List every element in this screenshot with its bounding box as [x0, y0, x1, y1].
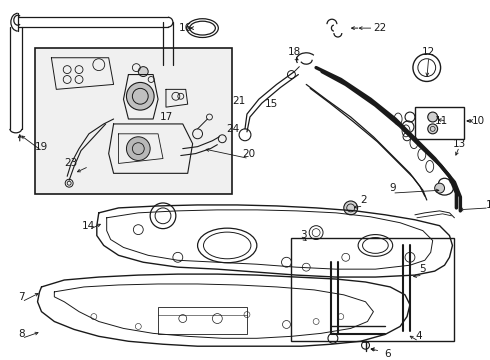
Text: 10: 10	[471, 116, 485, 126]
Text: 1: 1	[486, 200, 490, 210]
Text: 20: 20	[243, 149, 255, 158]
Circle shape	[126, 137, 150, 161]
Bar	[35, 48, 232, 194]
Text: 22: 22	[374, 23, 387, 33]
Text: 24: 24	[226, 124, 240, 134]
Circle shape	[138, 67, 148, 77]
Text: 4: 4	[416, 331, 422, 341]
Circle shape	[428, 124, 438, 134]
Text: 16: 16	[179, 23, 193, 33]
Text: 18: 18	[288, 47, 301, 57]
Text: 3: 3	[300, 230, 307, 239]
Text: 8: 8	[19, 329, 25, 339]
Text: 2: 2	[360, 195, 367, 205]
Bar	[292, 238, 454, 341]
Text: 14: 14	[82, 221, 96, 231]
Text: 12: 12	[422, 47, 436, 57]
Text: 6: 6	[384, 349, 391, 359]
Text: 19: 19	[35, 141, 48, 152]
Circle shape	[344, 201, 358, 215]
Text: 17: 17	[159, 112, 172, 122]
Text: 5: 5	[419, 264, 426, 274]
Text: 13: 13	[453, 139, 466, 149]
Text: 7: 7	[19, 292, 25, 302]
Text: 23: 23	[65, 158, 78, 168]
Bar	[415, 107, 465, 139]
Bar	[158, 307, 247, 334]
Text: 15: 15	[265, 99, 278, 109]
Text: 9: 9	[389, 183, 395, 193]
Circle shape	[126, 82, 154, 110]
Circle shape	[435, 183, 444, 193]
Text: 21: 21	[232, 96, 245, 106]
Text: 11: 11	[435, 116, 448, 126]
Circle shape	[428, 112, 438, 122]
